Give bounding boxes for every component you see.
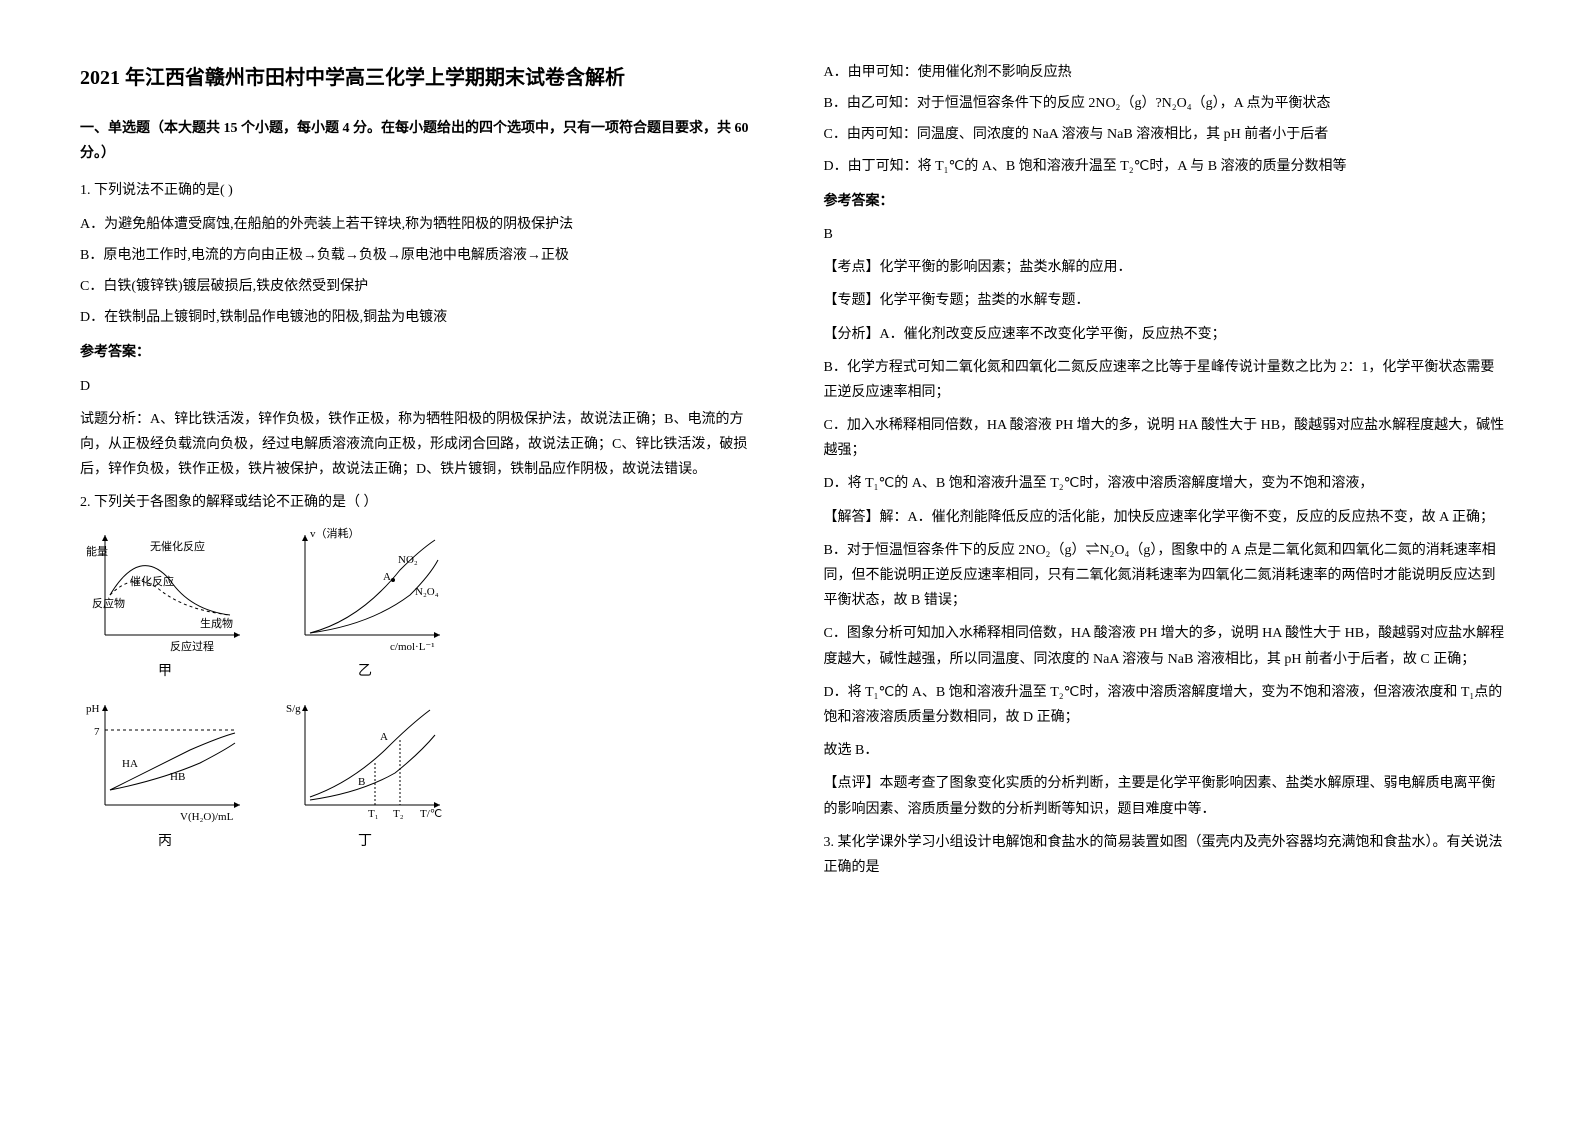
figure-bing: pH 7 HA HB V(H₂O)/mL 丙	[80, 695, 250, 854]
yi-label: 乙	[280, 659, 450, 684]
right-column: A．由甲可知：使用催化剂不影响反应热 B．由乙可知：对于恒温恒容条件下的反应 2…	[824, 60, 1508, 1062]
bing-label: 丙	[80, 829, 250, 854]
chart-bing: pH 7 HA HB V(H₂O)/mL	[80, 695, 250, 825]
yi-pt: A	[383, 571, 391, 583]
yi-s1: NO₂	[398, 554, 418, 566]
figure-row-1: 能量 无催化反应 催化反应 反应物 生成物 反应过程 甲 v（消耗） NO₂ N…	[80, 525, 764, 684]
chart-yi: v（消耗） NO₂ N₂O₄ A c/mol·L⁻¹	[280, 525, 450, 655]
bing-ylabel: pH	[86, 703, 100, 715]
chart-jia: 能量 无催化反应 催化反应 反应物 生成物 反应过程	[80, 525, 250, 655]
yi-xlabel: c/mol·L⁻¹	[390, 641, 435, 653]
q3-stem: 3. 某化学课外学习小组设计电解饱和食盐水的简易装置如图（蛋壳内及壳外容器均充满…	[824, 830, 1508, 880]
bing-xlabel: V(H₂O)/mL	[180, 811, 234, 823]
ding-label: 丁	[280, 829, 450, 854]
figure-jia: 能量 无催化反应 催化反应 反应物 生成物 反应过程 甲	[80, 525, 250, 684]
section-header: 一、单选题（本大题共 15 个小题，每小题 4 分。在每小题给出的四个选项中，只…	[80, 116, 764, 166]
ding-xlabel: T/℃	[420, 808, 442, 820]
q2-guxuan: 故选 B．	[824, 738, 1508, 763]
q2-kaodian: 【考点】化学平衡的影响因素；盐类水解的应用．	[824, 255, 1508, 280]
q1-answer-head: 参考答案：	[80, 340, 764, 365]
q2-jieda-c: C．图象分析可知加入水稀释相同倍数，HA 酸溶液 PH 增大的多，说明 HA 酸…	[824, 621, 1508, 671]
q1-opt-d: D．在铁制品上镀铜时,铁制品作电镀池的阳极,铜盐为电镀液	[80, 305, 764, 330]
jia-c2: 催化反应	[130, 574, 174, 588]
ding-s1: A	[380, 731, 388, 743]
yi-s2: N₂O₄	[415, 586, 439, 598]
q2-opt-c: C．由丙可知：同温度、同浓度的 NaA 溶液与 NaB 溶液相比，其 pH 前者…	[824, 122, 1508, 147]
jia-ylabel: 能量	[86, 544, 108, 558]
q2-stem: 2. 下列关于各图象的解释或结论不正确的是（ ）	[80, 490, 764, 515]
q1-explanation: 试题分析：A、锌比铁活泼，锌作负极，铁作正极，称为牺牲阳极的阴极保护法，故说法正…	[80, 407, 764, 483]
q2-answer: B	[824, 222, 1508, 247]
q2-opt-b: B．由乙可知：对于恒温恒容条件下的反应 2NO₂（g）?N₂O₄（g），A 点为…	[824, 91, 1508, 116]
figure-row-2: pH 7 HA HB V(H₂O)/mL 丙 S/g A B T₁	[80, 695, 764, 854]
jia-xlabel: 反应过程	[170, 639, 214, 653]
yi-ylabel: v（消耗）	[310, 526, 360, 540]
bing-s2: HB	[170, 771, 185, 783]
q2-jieda-b: B．对于恒温恒容条件下的反应 2NO₂（g）⇌N₂O₄（g），图象中的 A 点是…	[824, 538, 1508, 614]
q2-answer-head: 参考答案：	[824, 189, 1508, 214]
bing-tick: 7	[94, 726, 100, 738]
figure-ding: S/g A B T₁ T₂ T/℃ 丁	[280, 695, 450, 854]
jia-l2: 生成物	[200, 616, 233, 630]
q1-opt-a: A．为避免船体遭受腐蚀,在船舶的外壳装上若干锌块,称为牺牲阳极的阴极保护法	[80, 212, 764, 237]
q2-jieda-a: 【解答】解：A．催化剂能降低反应的活化能，加快反应速率化学平衡不变，反应的反应热…	[824, 505, 1508, 530]
q1-opt-b: B．原电池工作时,电流的方向由正极→负载→负极→原电池中电解质溶液→正极	[80, 243, 764, 268]
chart-ding: S/g A B T₁ T₂ T/℃	[280, 695, 450, 825]
bing-s1: HA	[122, 758, 138, 770]
q1-stem: 1. 下列说法不正确的是( )	[80, 178, 764, 203]
ding-t1: T₁	[368, 808, 379, 820]
left-column: 2021 年江西省赣州市田村中学高三化学上学期期末试卷含解析 一、单选题（本大题…	[80, 60, 764, 1062]
q2-opt-d: D．由丁可知：将 T₁℃的 A、B 饱和溶液升温至 T₂℃时，A 与 B 溶液的…	[824, 154, 1508, 179]
q2-dianping: 【点评】本题考查了图象变化实质的分析判断，主要是化学平衡影响因素、盐类水解原理、…	[824, 771, 1508, 821]
q2-jieda-d: D．将 T₁℃的 A、B 饱和溶液升温至 T₂℃时，溶液中溶质溶解度增大，变为不…	[824, 680, 1508, 730]
ding-ylabel: S/g	[286, 703, 301, 715]
q2-fenxi-a: 【分析】A．催化剂改变反应速率不改变化学平衡，反应热不变；	[824, 322, 1508, 347]
jia-label: 甲	[80, 659, 250, 684]
q1-answer: D	[80, 374, 764, 399]
q2-fenxi-c: C．加入水稀释相同倍数，HA 酸溶液 PH 增大的多，说明 HA 酸性大于 HB…	[824, 413, 1508, 463]
ding-s2: B	[358, 776, 365, 788]
q2-fenxi-b: B．化学方程式可知二氧化氮和四氧化二氮反应速率之比等于星峰传说计量数之比为 2：…	[824, 355, 1508, 405]
page-title: 2021 年江西省赣州市田村中学高三化学上学期期末试卷含解析	[80, 60, 764, 96]
q1-opt-c: C．白铁(镀锌铁)镀层破损后,铁皮依然受到保护	[80, 274, 764, 299]
ding-t2: T₂	[393, 808, 404, 820]
figure-yi: v（消耗） NO₂ N₂O₄ A c/mol·L⁻¹ 乙	[280, 525, 450, 684]
jia-l1: 反应物	[92, 596, 125, 610]
q2-opt-a: A．由甲可知：使用催化剂不影响反应热	[824, 60, 1508, 85]
q2-fenxi-d: D．将 T₁℃的 A、B 饱和溶液升温至 T₂℃时，溶液中溶质溶解度增大，变为不…	[824, 471, 1508, 496]
jia-c1: 无催化反应	[150, 539, 205, 553]
q2-zhuanti: 【专题】化学平衡专题；盐类的水解专题．	[824, 288, 1508, 313]
